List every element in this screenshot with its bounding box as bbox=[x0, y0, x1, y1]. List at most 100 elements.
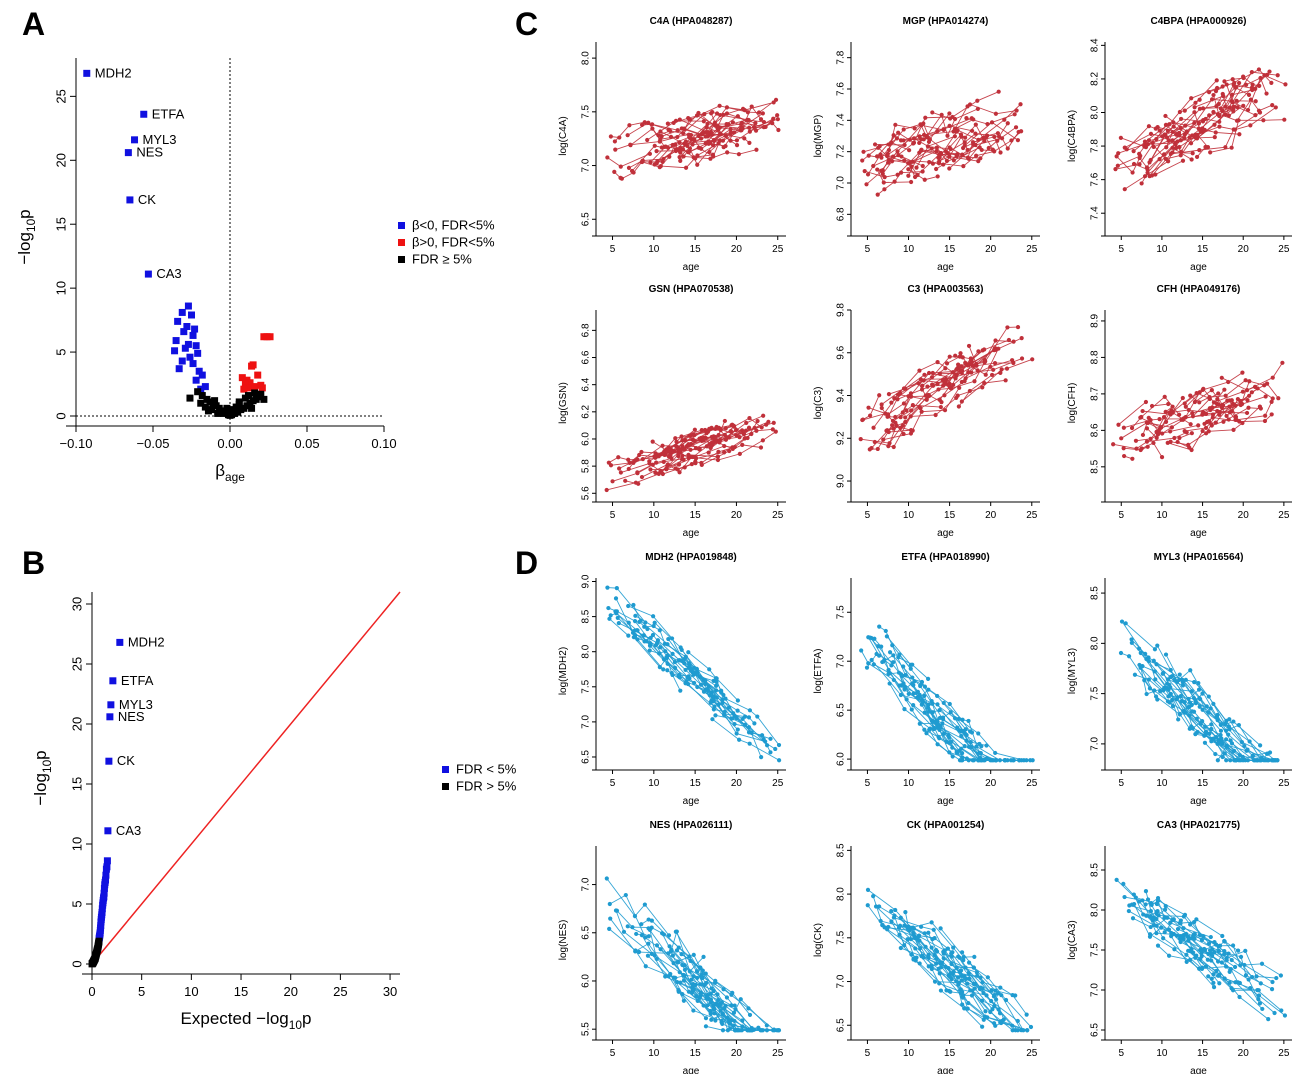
data-point bbox=[714, 676, 719, 681]
trajectory-line bbox=[958, 718, 1025, 761]
data-point bbox=[666, 445, 671, 450]
data-point bbox=[1146, 138, 1152, 143]
data-point bbox=[996, 89, 1001, 94]
data-point bbox=[1197, 400, 1202, 405]
trajectory-line bbox=[612, 444, 710, 482]
data-point bbox=[604, 876, 609, 881]
legend-entry: FDR < 5% bbox=[456, 762, 517, 777]
y-tick-label: 6.8 bbox=[581, 323, 592, 337]
data-point bbox=[637, 452, 642, 458]
data-point bbox=[1002, 117, 1007, 122]
data-point bbox=[725, 150, 730, 155]
data-point bbox=[728, 429, 734, 434]
x-tick-label: 15 bbox=[1197, 244, 1209, 255]
data-point bbox=[1155, 432, 1161, 437]
data-point bbox=[919, 409, 924, 414]
data-point bbox=[691, 987, 696, 992]
data-point bbox=[106, 713, 114, 721]
data-point bbox=[1256, 993, 1262, 998]
data-point bbox=[1194, 917, 1199, 922]
data-point bbox=[1028, 1024, 1034, 1030]
data-point bbox=[1213, 751, 1218, 757]
data-point bbox=[947, 111, 952, 116]
data-point bbox=[756, 110, 762, 115]
data-point bbox=[658, 645, 663, 650]
data-point bbox=[1256, 988, 1261, 993]
data-point bbox=[996, 134, 1002, 139]
x-tick-label: 10 bbox=[648, 778, 660, 789]
data-point bbox=[201, 383, 209, 391]
data-point bbox=[1202, 740, 1208, 745]
data-point bbox=[954, 154, 959, 159]
data-point bbox=[703, 1016, 709, 1021]
data-point bbox=[647, 459, 652, 464]
data-point bbox=[1246, 92, 1252, 97]
panel-title: C4A (HPA048287) bbox=[650, 16, 733, 27]
trajectory-line bbox=[696, 108, 744, 127]
data-point bbox=[1230, 988, 1236, 993]
data-point bbox=[879, 402, 884, 407]
data-point bbox=[1114, 154, 1119, 159]
data-point bbox=[719, 690, 724, 695]
data-point bbox=[1146, 124, 1152, 129]
trajectory-line bbox=[1167, 679, 1184, 686]
data-point bbox=[1227, 980, 1232, 985]
data-point bbox=[201, 403, 209, 411]
trajectory-line bbox=[901, 684, 960, 752]
data-point bbox=[1184, 959, 1189, 964]
data-point bbox=[864, 665, 870, 670]
data-point bbox=[194, 388, 202, 396]
data-point bbox=[653, 470, 658, 475]
trajectory-line bbox=[1206, 398, 1248, 415]
data-point bbox=[771, 420, 776, 425]
data-point bbox=[983, 372, 988, 377]
data-point bbox=[931, 927, 936, 932]
data-point bbox=[745, 1028, 751, 1033]
data-point bbox=[1263, 394, 1268, 399]
data-point bbox=[982, 347, 987, 352]
data-point bbox=[646, 917, 651, 922]
trajectory-line bbox=[864, 150, 958, 178]
data-point bbox=[615, 615, 620, 620]
data-point bbox=[1217, 119, 1222, 124]
data-point bbox=[958, 968, 964, 973]
data-point bbox=[957, 385, 962, 390]
data-point bbox=[198, 371, 206, 379]
data-point bbox=[1216, 973, 1221, 978]
data-point bbox=[1003, 378, 1008, 383]
data-point bbox=[1224, 958, 1229, 963]
legend-entry: FDR > 5% bbox=[456, 779, 517, 794]
data-point bbox=[647, 648, 652, 653]
data-point bbox=[981, 1017, 986, 1022]
data-point bbox=[693, 445, 699, 451]
x-tick-label: 5 bbox=[1118, 244, 1124, 255]
data-point bbox=[875, 192, 880, 197]
data-point bbox=[1132, 901, 1137, 907]
data-point bbox=[670, 672, 675, 678]
y-tick-label: 8.4 bbox=[1090, 38, 1101, 52]
data-point bbox=[109, 677, 117, 685]
data-point bbox=[877, 624, 882, 629]
data-point bbox=[1155, 697, 1160, 702]
data-point bbox=[932, 979, 938, 984]
data-point bbox=[930, 110, 935, 115]
trajectory-line bbox=[609, 894, 708, 999]
data-point bbox=[962, 1006, 967, 1011]
data-point bbox=[664, 467, 669, 472]
data-point bbox=[1214, 714, 1220, 719]
data-point bbox=[911, 140, 917, 145]
panel-title: CA3 (HPA021775) bbox=[1157, 820, 1240, 831]
data-point bbox=[924, 731, 929, 736]
data-point bbox=[1151, 440, 1156, 446]
data-point bbox=[875, 167, 880, 172]
data-point bbox=[1242, 743, 1247, 749]
x-tick-label: 5 bbox=[610, 778, 616, 789]
data-point bbox=[1226, 113, 1231, 118]
data-point bbox=[1279, 1008, 1284, 1013]
data-point bbox=[935, 174, 940, 179]
data-point bbox=[249, 361, 257, 369]
x-tick-label: 10 bbox=[903, 1048, 915, 1059]
trajectory-line bbox=[1174, 679, 1244, 758]
data-point bbox=[636, 481, 641, 486]
data-point bbox=[631, 602, 636, 608]
